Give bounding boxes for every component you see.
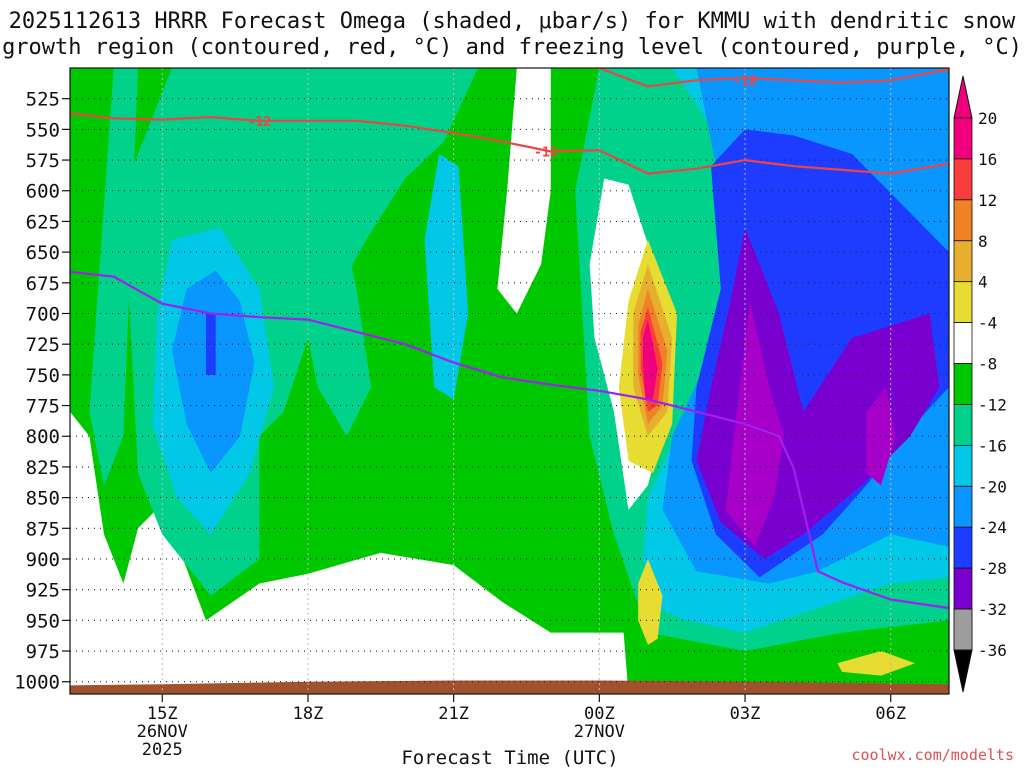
y-tick-label: 900: [26, 549, 60, 571]
y-tick-label: 575: [26, 150, 60, 172]
y-tick-label: 725: [26, 334, 60, 356]
y-tick-label: 925: [26, 580, 60, 602]
chart-title-line1: 2025112613 HRRR Forecast Omega (shaded, …: [9, 9, 1016, 34]
colorbar-swatch: [953, 444, 973, 487]
x-axis-label: Forecast Time (UTC): [401, 747, 618, 768]
x-tick-label: 03Z: [730, 704, 761, 724]
y-tick-label: 975: [26, 641, 60, 663]
colorbar-label: -28: [978, 559, 1007, 578]
y-tick-label: 1000: [14, 672, 60, 694]
y-tick-label: 775: [26, 396, 60, 418]
colorbar-label: -12: [978, 395, 1007, 414]
contour-line-1: [598, 68, 949, 88]
colorbar-swatch: [953, 404, 973, 446]
plot-frame: [69, 67, 950, 695]
y-tick-label: 625: [26, 211, 60, 233]
contour-label-0: -12: [248, 115, 271, 130]
grid-lines: [70, 68, 949, 694]
colorbar-swatch: [953, 485, 973, 528]
colorbar-label: 4: [978, 273, 988, 292]
y-tick-label: 525: [26, 89, 60, 111]
colorbar-label: -8: [978, 355, 997, 374]
colorbar-swatch: [953, 240, 973, 283]
colorbar-swatch-low: [953, 608, 973, 651]
x-tick-label: 06Z: [875, 704, 906, 724]
field-region-22: [643, 319, 658, 400]
colorbar-swatch: [953, 117, 973, 160]
y-tick-label: 675: [26, 273, 60, 295]
omega-shaded-field: [70, 68, 949, 694]
x-tick-label: 00Z: [584, 704, 615, 724]
y-tick-label: 550: [26, 119, 60, 141]
y-tick-label: 700: [26, 303, 60, 325]
chart-title-line2: growth region (contoured, red, °C) and f…: [2, 35, 1022, 60]
field-region-24: [837, 651, 915, 676]
colorbar: -36 -32 -28 -24 -20 -16 -12 -8 -4 4 8 12 16 20: [953, 75, 1007, 693]
colorbar-label: -4: [978, 314, 997, 333]
field-region-23: [638, 559, 663, 645]
x-tick-date: 26NOV: [137, 722, 188, 742]
contour-line-0: [70, 112, 949, 175]
y-tick-label: 850: [26, 488, 60, 510]
field-region-14: [725, 301, 784, 547]
colorbar-swatch: [953, 199, 973, 242]
field-region-9: [424, 153, 469, 400]
y-tick-label: 750: [26, 365, 60, 387]
x-tick-date: 27NOV: [574, 722, 625, 742]
colorbar-over-arrow: [953, 75, 973, 119]
contour-label-1: -12: [534, 145, 557, 160]
colorbar-label: 20: [978, 109, 997, 128]
field-region-2: [70, 411, 629, 694]
x-tick-label: 21Z: [438, 704, 469, 724]
y-tick-label: 600: [26, 181, 60, 203]
y-tick-label: 950: [26, 610, 60, 632]
contour-label-2: -18: [733, 74, 757, 89]
colorbar-label: -24: [978, 518, 1007, 537]
field-region-8: [298, 178, 372, 437]
y-tick-label: 875: [26, 518, 60, 540]
y-tick-label: 650: [26, 242, 60, 264]
y-axis: 525 550 575 600 625 650 675 700 725 750 775 800 825 8…: [14, 89, 70, 694]
field-region-15: [866, 387, 896, 486]
colorbar-label: -20: [978, 477, 1007, 496]
field-region-16: [497, 68, 551, 314]
field-region-7: [206, 313, 216, 375]
terrain-surface: [70, 680, 949, 694]
colorbar-swatch: [953, 158, 973, 201]
x-tick-label: 15Z: [147, 704, 178, 724]
x-tick-year: 2025: [142, 740, 183, 760]
y-tick-label: 800: [26, 426, 60, 448]
contour-labels: -12 -12 -18: [248, 74, 757, 160]
colorbar-swatch: [953, 363, 973, 405]
contour-lines: [70, 68, 949, 610]
y-tick-label: 825: [26, 457, 60, 479]
colorbar-label: -16: [978, 436, 1007, 455]
colorbar-label: 12: [978, 191, 997, 210]
colorbar-label: 8: [978, 232, 988, 251]
colorbar-swatch: [953, 567, 973, 610]
colorbar-label: -32: [978, 600, 1007, 619]
colorbar-label: -36: [978, 641, 1007, 660]
colorbar-under-arrow: [953, 649, 973, 693]
colorbar-label: 16: [978, 150, 997, 169]
credit-text[interactable]: coolwx.com/modelts: [851, 746, 1014, 764]
colorbar-swatch: [953, 526, 973, 569]
colorbar-swatch: [953, 322, 973, 364]
colorbar-swatch: [953, 281, 973, 324]
contour-line-2: [70, 270, 949, 610]
x-tick-label: 18Z: [293, 704, 324, 724]
